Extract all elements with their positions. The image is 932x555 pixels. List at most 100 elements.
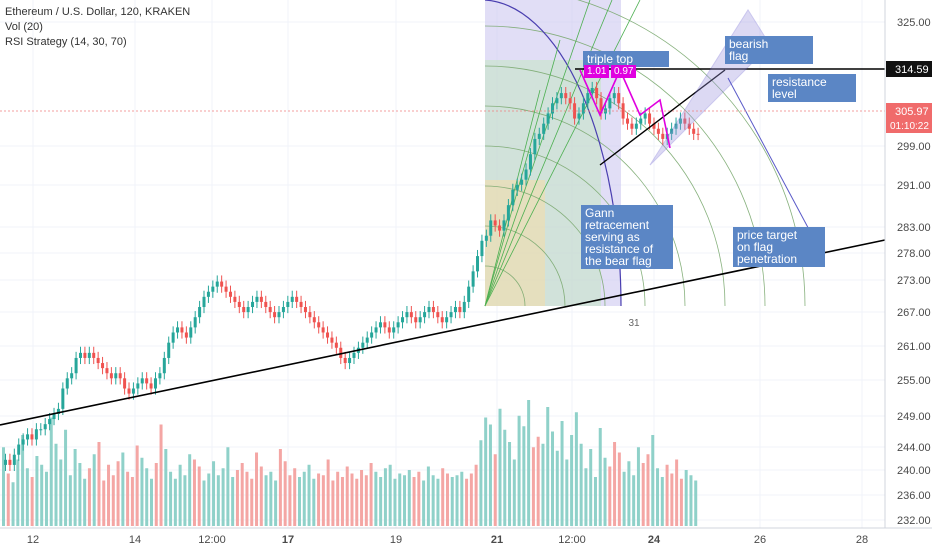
- volume-bar: [484, 417, 488, 526]
- candle-body: [334, 342, 338, 348]
- candle-body: [423, 312, 427, 318]
- time-tick-label: 17: [282, 534, 294, 546]
- gann-retracement-note[interactable]: Gann retracement serving as resistance o…: [581, 205, 673, 269]
- candle-body: [387, 327, 391, 333]
- volume-bar: [64, 429, 68, 526]
- candle-body: [506, 205, 510, 221]
- candle-body: [52, 413, 56, 420]
- volume-bar: [379, 477, 383, 526]
- candle-body: [590, 88, 594, 94]
- gann-arc: [484, 65, 726, 307]
- volume-bar: [531, 447, 535, 526]
- candle-body: [264, 301, 268, 308]
- volume-bar: [694, 480, 698, 526]
- rsi-indicator-label[interactable]: RSI Strategy (14, 30, 70): [5, 36, 127, 48]
- candle-body: [224, 286, 228, 292]
- volume-bar: [407, 470, 411, 526]
- candle-body: [502, 220, 506, 231]
- candle-body: [56, 408, 60, 414]
- candle-body: [621, 103, 625, 119]
- candle-body: [321, 327, 325, 333]
- candle-body: [581, 103, 585, 114]
- volume-bar: [59, 459, 63, 526]
- candle-body: [498, 225, 502, 231]
- time-axis[interactable]: 12 14 12:00 17 19 21 12:00 24 26 28 31: [0, 318, 932, 546]
- candle-body: [520, 179, 524, 185]
- bearish-flag-note[interactable]: bearish flag: [725, 36, 813, 64]
- candle-body: [286, 301, 290, 308]
- volume-bar: [360, 470, 364, 526]
- volume-bar: [226, 447, 230, 526]
- price-tick-label: 283.00: [897, 222, 931, 234]
- resistance-price-tag: [886, 61, 932, 77]
- price-tick-label: 236.00: [897, 490, 931, 502]
- candle-body: [198, 307, 202, 318]
- volume-bar: [73, 449, 77, 526]
- volume-bar: [83, 478, 87, 526]
- candle-body: [158, 373, 162, 379]
- volume-bar: [164, 449, 168, 526]
- candle-body: [74, 357, 78, 374]
- volume-bar: [11, 482, 15, 526]
- candle-body: [370, 332, 374, 338]
- volume-bar: [450, 477, 454, 526]
- trend-lines[interactable]: [0, 9, 886, 426]
- candle-body: [678, 118, 682, 124]
- volume-indicator-label[interactable]: Vol (20): [5, 21, 43, 33]
- gann-fan-line: [484, 39, 561, 307]
- candle-body: [251, 301, 255, 308]
- volume-bar: [665, 464, 669, 526]
- volume-bar: [498, 408, 502, 526]
- volume-bar: [574, 412, 578, 526]
- candle-body: [652, 123, 656, 129]
- triple-top-pattern: [579, 68, 671, 149]
- candle-body: [118, 373, 122, 379]
- volume-bar: [250, 478, 254, 526]
- symbol-title[interactable]: Ethereum / U.S. Dollar, 120, KRAKEN: [5, 6, 191, 18]
- gann-arc: [484, 265, 526, 307]
- candles[interactable]: [4, 81, 700, 472]
- volume-bar: [145, 468, 149, 526]
- volume-bar: [632, 475, 636, 526]
- volume-bar: [183, 475, 187, 526]
- candle-body: [546, 113, 550, 124]
- candle-body: [599, 98, 603, 114]
- candle-body: [348, 357, 352, 364]
- candle-body: [43, 424, 47, 430]
- candle-body: [233, 296, 237, 302]
- candle-body: [617, 93, 621, 104]
- candle-body: [462, 301, 466, 313]
- last-price-label: 305.97: [895, 106, 929, 118]
- volume-bar: [149, 478, 153, 526]
- volume-bar: [269, 471, 273, 526]
- volume-bar: [364, 475, 368, 526]
- triple-top-note[interactable]: triple top: [583, 51, 669, 67]
- price-axis[interactable]: 325.00 299.00 291.00 283.00 278.00 273.00 267.…: [884, 0, 932, 528]
- candle-body: [489, 220, 493, 236]
- time-tick-label: 12:00: [198, 534, 226, 546]
- candle-body: [268, 307, 272, 313]
- candle-body: [608, 98, 612, 109]
- volume-bar: [383, 468, 387, 526]
- price-target-note[interactable]: price target on flag penetration: [733, 227, 825, 267]
- volume-bar: [173, 478, 177, 526]
- resistance-level-note[interactable]: resistance level: [768, 74, 856, 102]
- candle-body: [687, 123, 691, 129]
- volume-bar: [207, 473, 211, 526]
- volume-bar: [130, 477, 134, 526]
- resistance-price-label: 314.59: [895, 64, 929, 76]
- volume-bar: [593, 477, 597, 526]
- volume-bar: [116, 461, 120, 526]
- volume-bar: [212, 461, 216, 526]
- volume-bar: [436, 478, 440, 526]
- candle-body: [555, 98, 559, 104]
- volume-bar: [92, 454, 96, 526]
- volume-bar: [107, 464, 111, 526]
- price-tick-label: 273.00: [897, 275, 931, 287]
- candle-body: [648, 113, 652, 124]
- candle-body: [101, 363, 105, 369]
- candle-body: [467, 286, 471, 302]
- candle-body: [471, 271, 475, 287]
